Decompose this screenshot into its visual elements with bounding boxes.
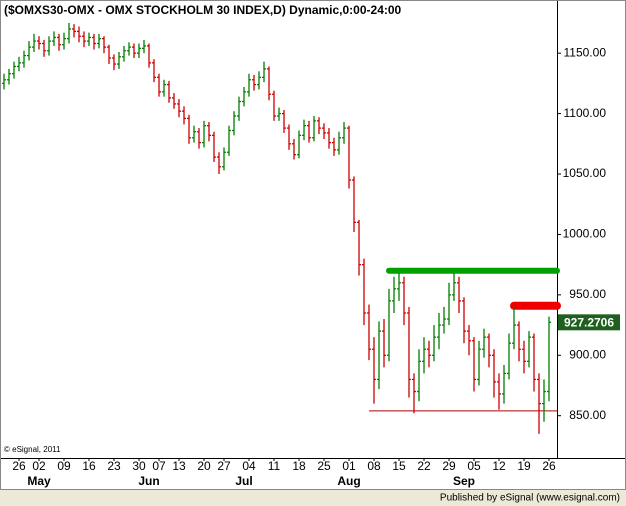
y-tick-label: 850.00 bbox=[569, 408, 606, 422]
x-tick-label: 27 bbox=[217, 459, 231, 473]
x-tick-label: 18 bbox=[292, 459, 306, 473]
x-tick-label: 15 bbox=[392, 459, 406, 473]
x-tick-label: 09 bbox=[57, 459, 71, 473]
chart-title: ($OMXS30-OMX - OMX STOCKHOLM 30 INDEX,D)… bbox=[4, 3, 402, 17]
month-label: Jul bbox=[235, 474, 252, 488]
x-tick-label: 26 bbox=[542, 459, 556, 473]
y-tick-label: 1050.00 bbox=[563, 166, 607, 180]
x-tick-label: 23 bbox=[107, 459, 121, 473]
x-tick-label: 01 bbox=[342, 459, 356, 473]
x-tick-label: 16 bbox=[82, 459, 96, 473]
y-tick-label: 1150.00 bbox=[564, 45, 607, 59]
last-price-label: 927.2706 bbox=[564, 315, 614, 329]
y-tick-label: 900.00 bbox=[569, 347, 606, 361]
last-price-box bbox=[558, 314, 620, 331]
x-tick-label: 07 bbox=[152, 459, 166, 473]
x-tick-label: 22 bbox=[417, 459, 431, 473]
x-tick-label: 29 bbox=[442, 459, 456, 473]
month-label: Sep bbox=[453, 474, 475, 488]
x-tick-label: 13 bbox=[172, 459, 186, 473]
month-label: Aug bbox=[337, 474, 360, 488]
x-tick-label: 19 bbox=[517, 459, 531, 473]
copyright: © eSignal, 2011 bbox=[4, 445, 61, 454]
x-tick-label: 30 bbox=[132, 459, 146, 473]
x-tick-label: 02 bbox=[32, 459, 46, 473]
month-label: Jun bbox=[138, 474, 159, 488]
status-bar bbox=[0, 490, 626, 506]
x-tick-label: 25 bbox=[317, 459, 331, 473]
x-tick-label: 26 bbox=[12, 459, 26, 473]
x-tick-label: 08 bbox=[367, 459, 381, 473]
x-tick-label: 12 bbox=[492, 459, 506, 473]
published-by: Published by eSignal (www.esignal.com) bbox=[440, 493, 620, 504]
month-label: May bbox=[27, 474, 51, 488]
y-tick-label: 1000.00 bbox=[563, 227, 607, 241]
x-tick-label: 11 bbox=[268, 459, 281, 473]
y-tick-label: 1100.00 bbox=[564, 106, 607, 120]
x-tick-label: 20 bbox=[197, 459, 211, 473]
x-tick-label: 04 bbox=[242, 459, 256, 473]
y-tick-label: 950.00 bbox=[569, 287, 606, 301]
x-tick-label: 05 bbox=[467, 459, 481, 473]
